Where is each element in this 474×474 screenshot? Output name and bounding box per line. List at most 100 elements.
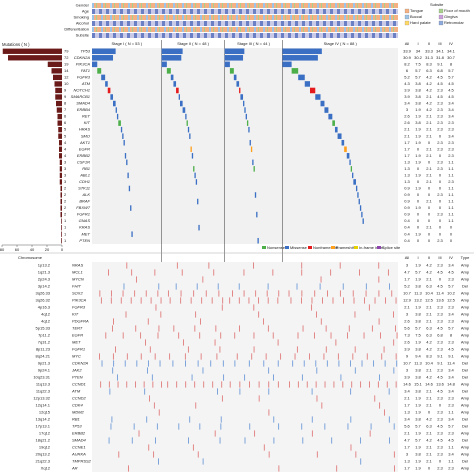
cnv-ticks xyxy=(234,332,274,339)
pct-cell: 6.3 xyxy=(426,333,432,338)
pct-cell: 2.1 xyxy=(426,153,432,158)
count-bar xyxy=(60,211,62,218)
gene-label: RET xyxy=(82,114,91,119)
mutation-block xyxy=(346,153,350,159)
count-label: 2 xyxy=(64,186,67,191)
mutation-block xyxy=(92,55,114,61)
x-tick-label: 20 xyxy=(45,247,50,252)
mutation-block xyxy=(304,81,311,87)
pct-cell: 8.2 xyxy=(404,61,410,66)
gene-label: STK11 xyxy=(78,186,90,191)
stage-label: Stage I ( N = 53 ) xyxy=(112,41,143,46)
cnv-ticks xyxy=(176,262,210,269)
track xyxy=(92,27,398,32)
count-label: 9 xyxy=(64,94,67,99)
legend-label: Nonframeshift xyxy=(313,245,339,250)
cnv-ticks xyxy=(117,374,153,381)
mutation-block xyxy=(240,94,244,100)
cytoband-label: 8q24.21 xyxy=(36,354,51,359)
cnv-ticks xyxy=(289,381,397,388)
pct-cell: 2.1 xyxy=(426,172,432,177)
legend-title: Subsite xyxy=(430,2,444,7)
count-bar xyxy=(59,140,62,146)
bar-title: Mutations ( N ) xyxy=(2,42,30,47)
mutation-block xyxy=(105,81,108,87)
pct-cell: 1.3 xyxy=(404,159,410,164)
cnv-ticks xyxy=(301,269,389,276)
pct-cell: 3 xyxy=(406,452,409,457)
count-label: 6 xyxy=(64,114,67,119)
track-label: Differentiation xyxy=(64,27,89,32)
mutation-block xyxy=(352,172,354,179)
pct-cell: 2.3 xyxy=(448,153,454,158)
gene-label: FHIT xyxy=(72,284,81,289)
mutation-block xyxy=(161,48,183,55)
pct-cell: 0 xyxy=(439,231,442,236)
count-label: 5 xyxy=(64,133,67,138)
count-bar xyxy=(61,225,62,231)
mutation-block xyxy=(195,179,198,185)
gene-label: SMAD4 xyxy=(76,101,91,106)
cnv-ticks xyxy=(125,311,162,318)
pct-cell: 13.6 xyxy=(436,382,445,387)
pct-cell: 1.9 xyxy=(415,159,421,164)
track-label: Subsite xyxy=(76,33,90,38)
pct-cell: 3.8 xyxy=(415,284,421,289)
pct-cell: 4.5 xyxy=(448,438,454,443)
pct-cell: 3.8 xyxy=(415,319,421,324)
gene-label: AR xyxy=(71,466,78,471)
cnv-ticks xyxy=(178,423,222,430)
axis-label: Chromosome xyxy=(18,255,43,260)
pct-cell: 5.7 xyxy=(415,74,421,79)
count-bar xyxy=(60,185,62,192)
gene-label: CDH1 xyxy=(79,179,90,184)
pct-cell: 7.3 xyxy=(404,333,410,338)
count-label: 9 xyxy=(64,88,67,93)
gene-label: KIT xyxy=(72,312,79,317)
pct-cell: 2.3 xyxy=(448,396,454,401)
pct-cell: 1.9 xyxy=(415,263,421,268)
pct-cell: 0 xyxy=(417,218,420,223)
type-cell: Amp xyxy=(461,403,470,408)
legend-swatch xyxy=(404,20,410,26)
pct-cell: 0 xyxy=(428,410,431,415)
pct-cell: 5.7 xyxy=(448,424,454,429)
cnv-ticks xyxy=(101,360,161,367)
pct-cell: 1.1 xyxy=(448,445,454,450)
pct-cell: 5.7 xyxy=(415,270,421,275)
pct-cell: 2.1 xyxy=(426,133,432,138)
mutation-block xyxy=(236,81,240,87)
column-header: IV xyxy=(449,255,453,260)
pct-cell: 11.3 xyxy=(414,361,422,366)
pct-cell: 2.1 xyxy=(426,199,432,204)
pct-cell: 31.8 xyxy=(436,55,445,60)
pct-cell: 4.5 xyxy=(437,74,443,79)
pct-cell: 3.4 xyxy=(404,101,410,106)
count-bar xyxy=(57,113,62,120)
mutation-block xyxy=(243,100,245,107)
mutation-block xyxy=(320,100,325,107)
count-label: 3 xyxy=(64,166,67,171)
mutation-block xyxy=(246,120,249,126)
pct-cell: 9.1 xyxy=(437,354,443,359)
count-label: 2 xyxy=(64,192,67,197)
cnv-ticks xyxy=(109,388,146,395)
track-label: Age xyxy=(82,9,90,14)
pct-cell: 1.9 xyxy=(415,153,421,158)
pct-cell: 30.7 xyxy=(447,55,456,60)
count-label: 3 xyxy=(64,172,67,177)
pct-cell: 5.7 xyxy=(415,438,421,443)
cnv-ticks xyxy=(108,269,156,276)
pct-cell: 2.3 xyxy=(437,166,443,171)
cnv-ticks xyxy=(311,430,371,437)
pct-cell: 3.4 xyxy=(448,114,454,119)
gene-label: CDKN2A xyxy=(72,361,89,366)
column-header: All xyxy=(405,255,410,260)
count-label: 4 xyxy=(64,146,67,151)
count-label: 1 xyxy=(64,238,67,243)
cnv-ticks xyxy=(296,283,390,290)
pct-cell: 0 xyxy=(439,225,442,230)
cnv-ticks xyxy=(292,360,398,367)
cnv-ticks xyxy=(243,269,274,276)
pct-cell: 3.4 xyxy=(448,107,454,112)
